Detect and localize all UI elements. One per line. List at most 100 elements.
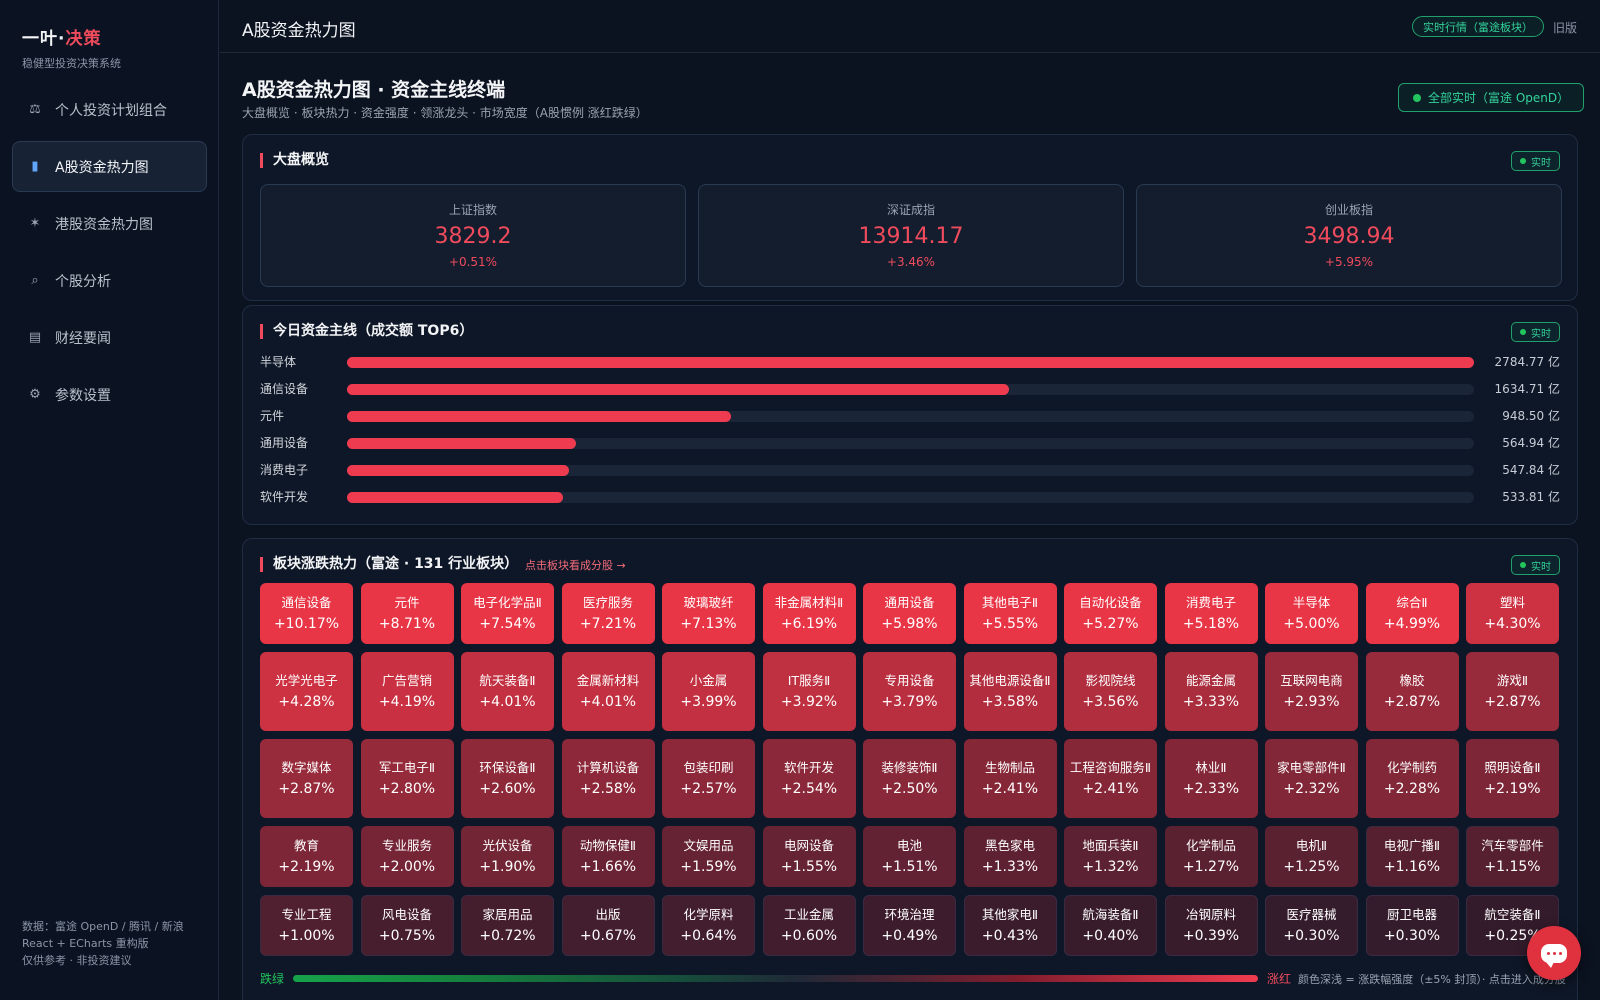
index-card-shanghai[interactable]: 上证指数 3829.2 +0.51%	[260, 184, 686, 287]
sector-tile[interactable]: 文娱用品 +1.59%	[662, 826, 755, 887]
sector-tile[interactable]: 专用设备 +3.79%	[863, 652, 956, 731]
sector-tile[interactable]: 电池 +1.51%	[863, 826, 956, 887]
sector-tile[interactable]: 通用设备 +5.98%	[863, 583, 956, 644]
sector-tile[interactable]: 非金属材料Ⅱ +6.19%	[762, 583, 856, 644]
flow-row[interactable]: 通信设备 1634.71 亿	[260, 378, 1560, 398]
sector-tile[interactable]: 化学制品 +1.27%	[1164, 826, 1258, 887]
sector-change: +0.75%	[378, 928, 436, 944]
sector-tile[interactable]: 玻璃玻纤 +7.13%	[662, 583, 755, 644]
sector-tile[interactable]: 地面兵装Ⅱ +1.32%	[1064, 826, 1157, 887]
chat-assistant-button[interactable]	[1527, 926, 1581, 980]
sector-tile[interactable]: 互联网电商 +2.93%	[1265, 652, 1358, 731]
sector-tile[interactable]: 金属新材料 +4.01%	[561, 652, 655, 731]
sidebar-item-0[interactable]: ⚖ 个人投资计划组合	[12, 84, 207, 135]
sector-tile[interactable]: 林业Ⅱ +2.33%	[1164, 739, 1258, 818]
sector-tile[interactable]: 环保设备Ⅱ +2.60%	[461, 739, 554, 818]
sector-tile[interactable]: 专业服务 +2.00%	[360, 826, 454, 887]
sector-name: 专业服务	[381, 838, 432, 853]
sector-tile[interactable]: 电网设备 +1.55%	[762, 826, 856, 887]
index-card-chinext[interactable]: 创业板指 3498.94 +5.95%	[1136, 184, 1562, 287]
sector-tile[interactable]: 软件开发 +2.54%	[762, 739, 856, 818]
sector-tile[interactable]: 厨卫电器 +0.30%	[1365, 895, 1459, 956]
sector-name: 金属新材料	[576, 673, 640, 688]
sector-tile[interactable]: 化学原料 +0.64%	[662, 895, 755, 956]
flow-bar	[347, 411, 731, 422]
sector-change: +2.19%	[1484, 781, 1541, 797]
sector-tile[interactable]: 光学光电子 +4.28%	[260, 652, 353, 731]
flow-row[interactable]: 半导体 2784.77 亿	[260, 351, 1560, 371]
sector-tile[interactable]: 综合Ⅱ +4.99%	[1365, 583, 1459, 644]
sector-tile[interactable]: 消费电子 +5.18%	[1164, 583, 1258, 644]
heatmap-legend: 跌绿 涨红 颜色深浅 = 涨跌幅强度（±5% 封顶）· 点击进入成分股	[260, 969, 1566, 987]
sector-tile[interactable]: 装修装饰Ⅱ +2.50%	[863, 739, 956, 818]
sector-tile[interactable]: 环境治理 +0.49%	[863, 895, 956, 956]
old-version-link[interactable]: 旧版	[1553, 21, 1578, 35]
sector-tile[interactable]: IT服务Ⅱ +3.92%	[762, 652, 856, 731]
sector-tile[interactable]: 数字媒体 +2.87%	[260, 739, 353, 818]
sector-tile[interactable]: 电机Ⅱ +1.25%	[1265, 826, 1358, 887]
sector-tile[interactable]: 半导体 +5.00%	[1265, 583, 1358, 644]
sector-tile[interactable]: 航天装备Ⅱ +4.01%	[461, 652, 554, 731]
sector-tile[interactable]: 冶钢原料 +0.39%	[1164, 895, 1258, 956]
sector-tile[interactable]: 化学制药 +2.28%	[1365, 739, 1459, 818]
sector-tile[interactable]: 能源金属 +3.33%	[1164, 652, 1258, 731]
sector-tile[interactable]: 家电零部件Ⅱ +2.32%	[1265, 739, 1358, 818]
sector-tile[interactable]: 汽车零部件 +1.15%	[1466, 826, 1559, 887]
sector-tile[interactable]: 生物制品 +2.41%	[963, 739, 1057, 818]
sidebar-item-3[interactable]: ⌕ 个股分析	[12, 255, 207, 306]
sector-tile[interactable]: 照明设备Ⅱ +2.19%	[1466, 739, 1559, 818]
sector-tile[interactable]: 通信设备 +10.17%	[260, 583, 353, 644]
sector-tile[interactable]: 其他家电Ⅱ +0.43%	[963, 895, 1057, 956]
sector-tile[interactable]: 自动化设备 +5.27%	[1064, 583, 1157, 644]
all-realtime-button[interactable]: 全部实时（富途 OpenD）	[1398, 83, 1585, 112]
sector-tile[interactable]: 小金属 +3.99%	[662, 652, 755, 731]
sector-change: +3.99%	[680, 694, 737, 710]
sector-tile[interactable]: 黑色家电 +1.33%	[963, 826, 1057, 887]
sector-tile[interactable]: 包装印刷 +2.57%	[662, 739, 755, 818]
heatmap-hint-link[interactable]: 点击板块看成分股 →	[525, 559, 626, 572]
sector-tile[interactable]: 其他电源设备Ⅱ +3.58%	[963, 652, 1057, 731]
sector-tile[interactable]: 电子化学品Ⅱ +7.54%	[461, 583, 554, 644]
sector-name: 工程咨询服务Ⅱ	[1069, 760, 1152, 775]
sidebar-item-1[interactable]: ▮ A股资金热力图	[12, 141, 207, 192]
sector-tile[interactable]: 元件 +8.71%	[360, 583, 454, 644]
flow-row[interactable]: 通用设备 564.94 亿	[260, 432, 1560, 452]
sector-tile[interactable]: 专业工程 +1.00%	[260, 895, 353, 956]
sector-tile[interactable]: 工程咨询服务Ⅱ +2.41%	[1064, 739, 1157, 818]
sector-tile[interactable]: 光伏设备 +1.90%	[461, 826, 554, 887]
sector-change: +0.30%	[1383, 928, 1441, 944]
sector-tile[interactable]: 工业金属 +0.60%	[762, 895, 856, 956]
sidebar-item-5[interactable]: ⚙ 参数设置	[12, 369, 207, 420]
sector-tile[interactable]: 动物保健Ⅱ +1.66%	[561, 826, 655, 887]
sector-tile[interactable]: 电视广播Ⅱ +1.16%	[1365, 826, 1459, 887]
realtime-badge: 实时	[1511, 555, 1560, 575]
sector-tile[interactable]: 出版 +0.67%	[561, 895, 655, 956]
sector-tile[interactable]: 计算机设备 +2.58%	[561, 739, 655, 818]
sidebar-item-2[interactable]: ✶ 港股资金热力图	[12, 198, 207, 249]
sector-tile[interactable]: 航海装备Ⅱ +0.40%	[1064, 895, 1157, 956]
flow-sector-name: 通用设备	[260, 436, 309, 450]
index-card-shenzhen[interactable]: 深证成指 13914.17 +3.46%	[698, 184, 1124, 287]
flow-row[interactable]: 软件开发 533.81 亿	[260, 486, 1560, 506]
sector-tile[interactable]: 塑料 +4.30%	[1466, 583, 1559, 644]
sidebar-item-4[interactable]: ▤ 财经要闻	[12, 312, 207, 363]
sector-tile[interactable]: 游戏Ⅱ +2.87%	[1466, 652, 1559, 731]
sector-tile[interactable]: 医疗器械 +0.30%	[1265, 895, 1358, 956]
sector-tile[interactable]: 家居用品 +0.72%	[461, 895, 554, 956]
sector-tile[interactable]: 影视院线 +3.56%	[1064, 652, 1157, 731]
sector-tile[interactable]: 广告营销 +4.19%	[360, 652, 454, 731]
sector-name: 游戏Ⅱ	[1496, 673, 1529, 688]
sector-tile[interactable]: 橡胶 +2.87%	[1365, 652, 1459, 731]
realtime-pill-button[interactable]: 实时行情（富途板块）	[1412, 16, 1544, 37]
sector-tile[interactable]: 风电设备 +0.75%	[360, 895, 454, 956]
flow-row[interactable]: 元件 948.50 亿	[260, 405, 1560, 425]
sector-tile[interactable]: 教育 +2.19%	[260, 826, 353, 887]
sector-change: +4.99%	[1383, 616, 1441, 632]
sector-name: 装修装饰Ⅱ	[881, 760, 938, 775]
flow-row[interactable]: 消费电子 547.84 亿	[260, 459, 1560, 479]
sector-tile[interactable]: 其他电子Ⅱ +5.55%	[963, 583, 1057, 644]
sector-tile[interactable]: 军工电子Ⅱ +2.80%	[360, 739, 454, 818]
sector-change: +2.87%	[1383, 694, 1441, 710]
page-subtitle: 大盘概览 · 板块热力 · 资金强度 · 领涨龙头 · 市场宽度（A股惯例 涨红…	[242, 106, 648, 120]
sector-tile[interactable]: 医疗服务 +7.21%	[561, 583, 655, 644]
